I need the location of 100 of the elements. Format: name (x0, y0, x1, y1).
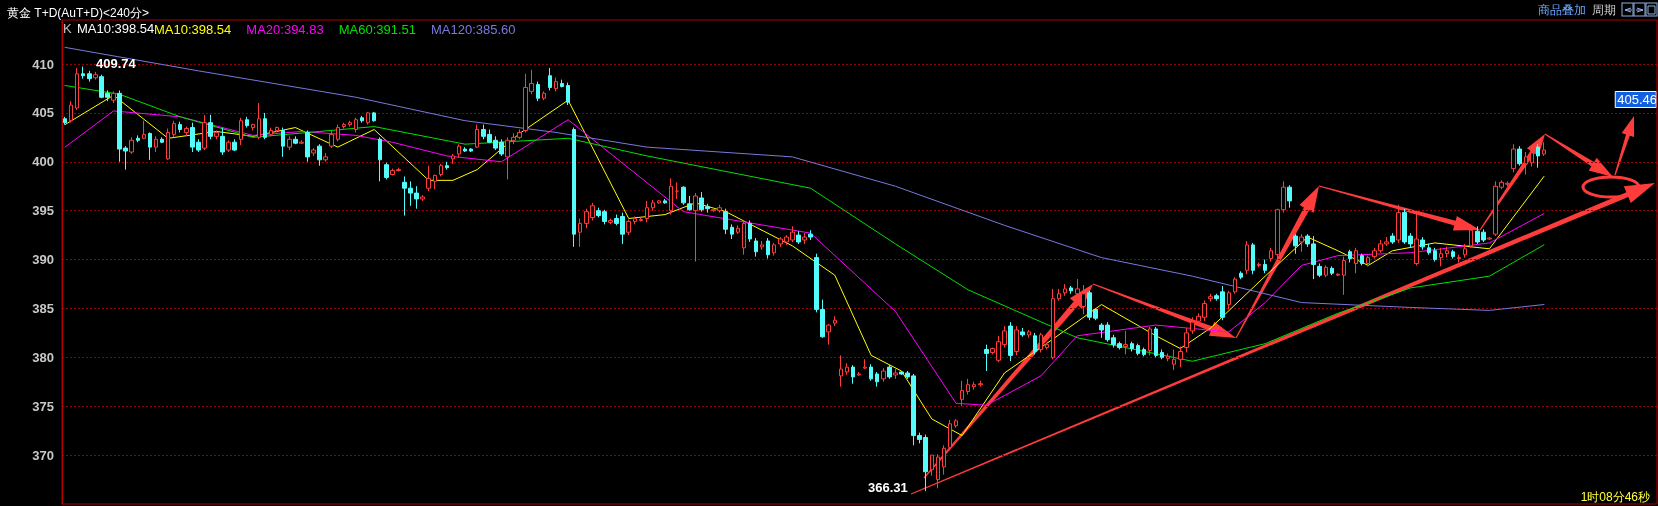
text: 周期 (1592, 3, 1616, 17)
candlestick (354, 117, 358, 133)
candlestick (1299, 233, 1304, 253)
candlestick (426, 165, 431, 192)
candlestick (863, 358, 867, 370)
text: MA10:398.54 (154, 21, 232, 37)
candlestick (220, 127, 225, 156)
candlestick (129, 136, 134, 155)
candlestick (536, 81, 540, 102)
candlestick (760, 240, 764, 251)
candlestick (360, 115, 364, 124)
candlestick (1208, 293, 1213, 303)
candlestick (839, 354, 843, 388)
y-tick-label: 375 (32, 398, 54, 414)
candlestick (323, 152, 328, 163)
candlestick (239, 117, 243, 146)
candlestick (1269, 247, 1273, 263)
text: MA20:394.83 (246, 21, 324, 37)
candlestick (1069, 285, 1073, 295)
candlestick (232, 138, 237, 152)
candlestick (336, 124, 340, 142)
y-tick-label: 385 (32, 300, 54, 316)
candlestick (1360, 253, 1364, 266)
candlestick (639, 217, 643, 222)
candlestick (329, 129, 334, 149)
y-tick-label: 380 (32, 349, 54, 365)
candlestick (1463, 243, 1467, 259)
candlestick (1178, 346, 1183, 368)
candlestick (1154, 326, 1158, 358)
candlestick (451, 153, 455, 165)
candlestick (978, 380, 983, 388)
candlestick (742, 219, 746, 256)
candlestick (1439, 247, 1443, 267)
candlestick (572, 127, 576, 248)
candlestick (1366, 255, 1370, 267)
candlestick (1511, 143, 1516, 174)
candlestick (475, 124, 479, 149)
candlestick (293, 135, 298, 145)
candlestick (663, 198, 667, 205)
text: MA60:391.51 (338, 21, 417, 37)
candlestick (1390, 232, 1395, 245)
y-tick-label: 405 (32, 105, 54, 121)
candlestick (172, 120, 176, 138)
candlestick (796, 230, 801, 245)
candlestick (1342, 256, 1346, 296)
candlestick (93, 71, 98, 81)
candlestick (954, 418, 958, 429)
candlestick (826, 323, 831, 346)
candlestick (1445, 246, 1449, 259)
candlestick (1142, 347, 1146, 357)
candlestick (693, 192, 698, 263)
candlestick (166, 128, 170, 161)
y-tick-label: 370 (32, 447, 54, 463)
candlestick (578, 217, 582, 248)
candlestick (148, 131, 152, 161)
candlestick (626, 218, 631, 236)
chart-title: 黄金 T+D(AuT+D)<240分> (7, 6, 150, 20)
candlestick (608, 217, 613, 225)
candlestick (1148, 326, 1152, 356)
text: 商品叠加 (1538, 3, 1586, 17)
candlestick (1517, 145, 1522, 167)
candlestick (1542, 141, 1546, 157)
candlestick (857, 371, 861, 377)
candlestick (1039, 332, 1043, 353)
candlestick (808, 229, 813, 241)
candlestick (730, 223, 734, 240)
candlestick (311, 147, 316, 157)
candlestick (984, 344, 989, 372)
candlestick (1136, 343, 1140, 356)
candlestick (675, 181, 679, 200)
candlestick (1354, 247, 1358, 274)
candlestick (566, 82, 570, 106)
annotation: K (63, 21, 72, 36)
candlestick (1227, 290, 1231, 310)
candlestick (887, 364, 892, 380)
candlestick (802, 232, 807, 245)
candlestick (645, 200, 649, 223)
candlestick (160, 136, 164, 144)
candlestick (942, 444, 946, 476)
candlestick (1020, 327, 1025, 338)
candlestick (560, 79, 564, 88)
candlestick (960, 380, 964, 407)
candlestick (766, 237, 770, 260)
candlestick (420, 194, 425, 202)
y-tick-label: 410 (32, 56, 54, 72)
candlestick (754, 237, 758, 258)
y-tick-label: 390 (32, 252, 54, 268)
candlestick (1063, 283, 1067, 297)
candlestick (142, 120, 146, 140)
y-tick-label: 395 (32, 203, 54, 219)
candlestick (457, 143, 461, 159)
candlestick (226, 139, 231, 153)
candlestick (1027, 329, 1031, 339)
candlestick (439, 163, 443, 177)
candlestick (287, 135, 292, 151)
candlestick (87, 70, 92, 83)
y-tick-label: 400 (32, 154, 54, 170)
candlestick (851, 364, 855, 385)
candlestick (281, 127, 285, 158)
candlestick (208, 114, 213, 140)
